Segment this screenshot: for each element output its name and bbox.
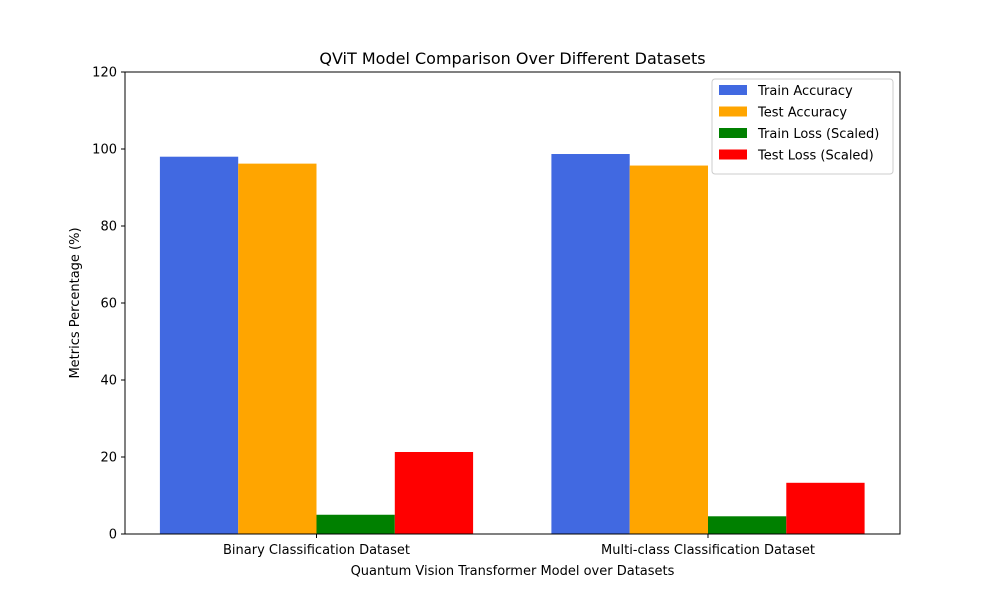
legend-box xyxy=(711,78,894,175)
bar-test-loss-scaled-0 xyxy=(394,451,474,534)
legend-label: Test Loss (Scaled) xyxy=(757,149,874,164)
bars-group xyxy=(159,154,865,534)
x-tick-label: Binary Classification Dataset xyxy=(223,543,410,558)
plot-frame xyxy=(124,71,901,535)
x-axis: Binary Classification Dataset Multi-class… xyxy=(223,534,815,558)
legend-swatch xyxy=(719,128,747,138)
legend: Train Accuracy Test Accuracy Train Loss (S… xyxy=(711,78,894,175)
bar-test-loss-scaled-1 xyxy=(786,482,865,534)
legend-swatch xyxy=(719,106,747,117)
y-tick-label: 100 xyxy=(92,143,117,158)
x-axis-label: Quantum Vision Transformer Model over Da… xyxy=(351,564,675,579)
bar-train-accuracy-1 xyxy=(551,154,630,534)
legend-swatch xyxy=(719,149,747,160)
legend-label: Train Loss (Scaled) xyxy=(757,127,879,142)
y-tick-label: 120 xyxy=(92,66,117,81)
y-tick-label: 0 xyxy=(109,528,117,543)
bar-test-accuracy-1 xyxy=(629,165,708,534)
y-tick-label: 80 xyxy=(100,220,117,235)
legend-swatch xyxy=(719,85,747,95)
x-tick-label: Multi-class Classification Dataset xyxy=(601,543,815,558)
chart-title: QViT Model Comparison Over Different Dat… xyxy=(319,49,705,68)
y-axis: 0 20 40 60 80 100 120 xyxy=(92,66,125,543)
bar-train-loss-scaled-0 xyxy=(316,514,395,534)
bar-test-accuracy-0 xyxy=(238,163,317,534)
legend-label: Train Accuracy xyxy=(757,84,853,99)
bar-train-accuracy-0 xyxy=(159,156,239,534)
legend-label: Test Accuracy xyxy=(757,106,847,121)
bar-train-loss-scaled-1 xyxy=(708,516,787,534)
y-axis-label: Metrics Percentage (%) xyxy=(68,227,83,378)
y-tick-label: 40 xyxy=(100,374,117,389)
y-tick-label: 60 xyxy=(100,297,117,312)
y-tick-label: 20 xyxy=(100,451,117,466)
